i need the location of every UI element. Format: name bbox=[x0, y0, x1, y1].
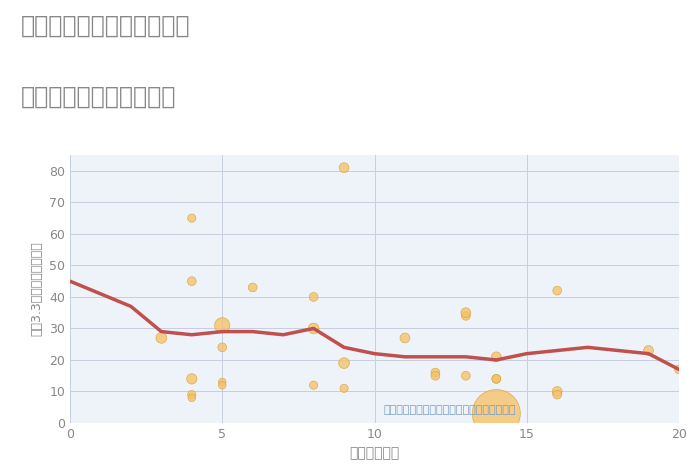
Point bbox=[491, 375, 502, 383]
Point bbox=[308, 293, 319, 301]
Point bbox=[552, 391, 563, 399]
Point bbox=[186, 391, 197, 399]
Point bbox=[552, 388, 563, 395]
Point bbox=[461, 312, 472, 320]
Point bbox=[186, 375, 197, 383]
Point bbox=[399, 334, 410, 342]
Point bbox=[186, 214, 197, 222]
Point bbox=[461, 372, 472, 379]
Point bbox=[308, 382, 319, 389]
Point bbox=[339, 360, 350, 367]
Text: 兵庫県豊岡市日高町猪爪の: 兵庫県豊岡市日高町猪爪の bbox=[21, 14, 190, 38]
Point bbox=[430, 372, 441, 379]
Point bbox=[308, 325, 319, 332]
Point bbox=[217, 321, 228, 329]
Point bbox=[156, 334, 167, 342]
Point bbox=[461, 309, 472, 316]
Point bbox=[247, 284, 258, 291]
Point bbox=[643, 347, 655, 354]
Point bbox=[186, 394, 197, 401]
Point bbox=[339, 384, 350, 392]
Point bbox=[339, 164, 350, 172]
Text: 円の大きさは、取引のあった物件面積を示す: 円の大きさは、取引のあった物件面積を示す bbox=[384, 405, 516, 415]
Text: 駅距離別中古戸建て価格: 駅距離別中古戸建て価格 bbox=[21, 85, 176, 109]
Point bbox=[491, 410, 502, 417]
Point bbox=[491, 375, 502, 383]
Point bbox=[186, 277, 197, 285]
Point bbox=[217, 344, 228, 351]
Point bbox=[673, 366, 685, 373]
Point bbox=[217, 382, 228, 389]
X-axis label: 駅距離（分）: 駅距離（分） bbox=[349, 446, 400, 461]
Y-axis label: 坪（3.3㎡）単価（万円）: 坪（3.3㎡）単価（万円） bbox=[31, 242, 43, 337]
Point bbox=[430, 369, 441, 376]
Point bbox=[491, 353, 502, 360]
Point bbox=[217, 378, 228, 386]
Point bbox=[552, 287, 563, 294]
